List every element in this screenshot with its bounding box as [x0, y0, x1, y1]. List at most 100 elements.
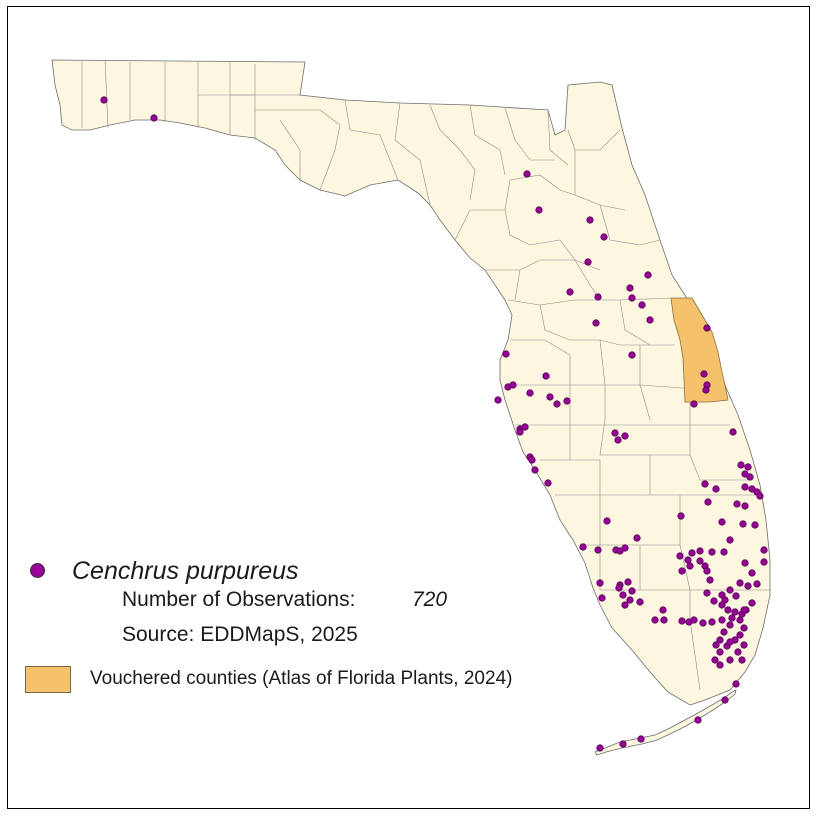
observation-point: [703, 324, 711, 332]
observation-point: [598, 594, 606, 602]
observation-point: [678, 617, 686, 625]
observation-point: [760, 558, 768, 566]
observation-point: [636, 598, 644, 606]
observation-point: [637, 735, 645, 743]
observation-point: [699, 619, 707, 627]
observation-point: [711, 656, 719, 664]
observation-point: [619, 740, 627, 748]
observation-point: [611, 429, 619, 437]
observation-point: [739, 520, 747, 528]
vouchered-county-brevard: [670, 297, 729, 403]
observation-point: [626, 284, 634, 292]
observation-point: [516, 428, 524, 436]
observation-point: [740, 606, 748, 614]
source-label: Source: EDDMapS, 2025: [122, 623, 358, 646]
observation-point: [720, 628, 728, 636]
observation-point: [721, 596, 729, 604]
vouchered-swatch-icon: [25, 666, 71, 693]
observation-point: [748, 599, 756, 607]
observation-point: [760, 546, 768, 554]
observation-point: [586, 216, 594, 224]
observation-point: [726, 621, 734, 629]
observation-point: [628, 294, 636, 302]
observation-point: [706, 576, 714, 584]
observation-point: [732, 592, 740, 600]
observation-point: [684, 556, 692, 564]
observation-point: [619, 591, 627, 599]
observation-point: [592, 319, 600, 327]
observation-point: [704, 498, 712, 506]
observation-point: [726, 638, 734, 646]
vouchered-counties-label: Vouchered counties (Atlas of Florida Pla…: [90, 668, 513, 689]
florida-land: [51, 59, 771, 756]
observation-point: [718, 518, 726, 526]
observation-point: [150, 114, 158, 122]
observation-point: [741, 502, 749, 510]
observation-point: [688, 549, 696, 557]
observation-point: [651, 616, 659, 624]
observation-point: [696, 557, 704, 565]
observation-point: [521, 423, 529, 431]
observation-marker-icon: [30, 563, 45, 578]
observation-point: [621, 601, 629, 609]
observation-point: [716, 661, 724, 669]
observation-point: [718, 616, 726, 624]
observation-point: [748, 569, 756, 577]
observation-point: [603, 517, 611, 525]
observation-point: [736, 579, 744, 587]
observation-point: [720, 548, 728, 556]
observation-point: [734, 648, 742, 656]
observation-point: [732, 680, 740, 688]
observation-point: [744, 582, 752, 590]
observation-point: [736, 631, 744, 639]
observation-point: [528, 456, 536, 464]
observation-point: [710, 597, 718, 605]
observation-point: [716, 636, 724, 644]
observation-point: [708, 618, 716, 626]
observation-point: [724, 606, 732, 614]
florida-keys: [594, 689, 737, 756]
observation-point: [596, 744, 604, 752]
observation-point: [633, 534, 641, 542]
observation-point: [579, 543, 587, 551]
observation-point: [659, 606, 667, 614]
observation-point: [738, 656, 746, 664]
observations-count: 720: [412, 588, 448, 611]
observation-point: [726, 586, 734, 594]
observation-point: [712, 641, 720, 649]
observation-point: [708, 548, 716, 556]
observation-point: [703, 567, 711, 575]
observation-point: [624, 578, 632, 586]
observation-point: [553, 400, 561, 408]
observation-point: [678, 567, 686, 575]
observation-point: [535, 206, 543, 214]
observation-point: [746, 473, 754, 481]
observation-point: [614, 436, 622, 444]
observation-point: [644, 271, 652, 279]
observation-point: [729, 428, 737, 436]
observation-point: [741, 559, 749, 567]
observation-point: [594, 293, 602, 301]
observation-point: [701, 480, 709, 488]
observation-point: [594, 546, 602, 554]
observation-point: [509, 381, 517, 389]
observation-point: [626, 596, 634, 604]
observation-point: [690, 616, 698, 624]
observation-point: [726, 656, 734, 664]
observation-point: [716, 648, 724, 656]
observation-point: [756, 492, 764, 500]
observation-point: [740, 641, 748, 649]
observation-point: [751, 521, 759, 529]
observation-point: [615, 584, 623, 592]
observation-point: [728, 614, 736, 622]
observation-point: [638, 301, 646, 309]
observation-point: [616, 547, 624, 555]
observation-point: [686, 562, 694, 570]
observation-point: [733, 500, 741, 508]
observation-point: [737, 461, 745, 469]
observation-point: [736, 616, 744, 624]
observation-point: [621, 432, 629, 440]
observations-label: Number of Observations:: [122, 588, 356, 611]
observation-point: [628, 351, 636, 359]
